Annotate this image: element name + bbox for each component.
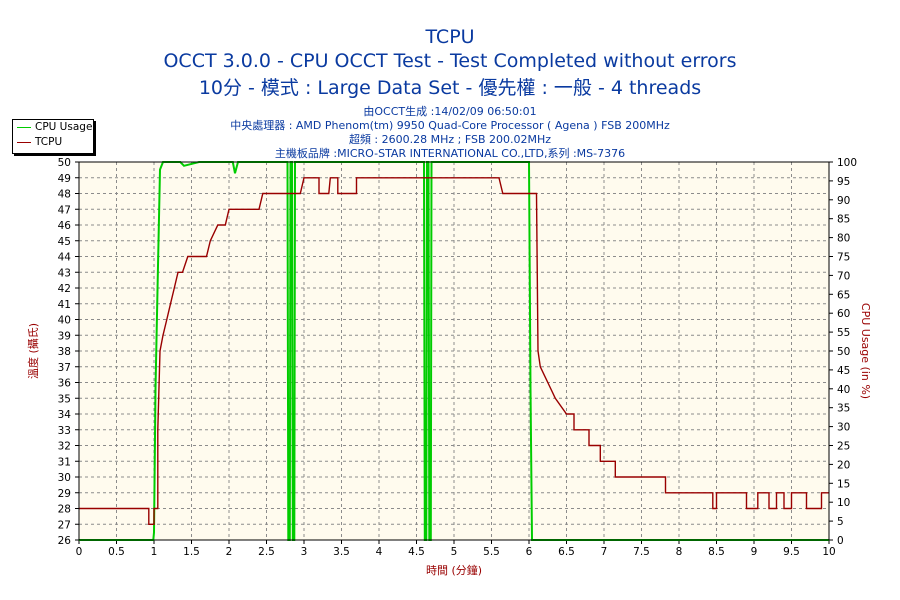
y-left-tick-label: 47 [58,204,71,216]
x-tick-label: 3.5 [333,546,350,558]
y-left-tick-label: 39 [58,330,71,342]
y-left-tick-label: 44 [58,252,72,264]
y-right-tick-label: 100 [837,157,857,169]
y-right-tick-label: 20 [837,459,850,471]
legend-label-tcpu: TCPU [35,136,63,148]
plot-border [78,161,830,541]
info-line-cpu: 中央處理器 : AMD Phenom(tm) 9950 Quad-Core Pr… [230,119,670,132]
y-right-tick-label: 60 [837,308,850,320]
info-line-generated: 由OCCT生成 :14/02/09 06:50:01 [363,105,537,118]
x-tick-label: 5 [451,546,458,558]
legend-item-cpu-usage: CPU Usage [13,120,93,135]
y-left-tick-label: 34 [58,409,72,421]
y-left-tick-label: 43 [58,267,71,279]
y-right-tick-label: 65 [837,289,850,301]
y-left-tick-label: 49 [58,173,71,185]
chart-subtitle: OCCT 3.0.0 - CPU OCCT Test - Test Comple… [163,50,737,72]
y-axis-label-right: CPU Usage (in %) [859,303,872,399]
x-tick-label: 7.5 [633,546,650,558]
x-tick-label: 10 [822,546,835,558]
x-tick-label: 7 [601,546,608,558]
y-left-tick-label: 35 [58,393,71,405]
x-tick-label: 2.5 [258,546,275,558]
x-tick-label: 1 [151,546,158,558]
y-left-tick-label: 29 [58,488,71,500]
y-right-tick-label: 95 [837,176,850,188]
y-right-tick-label: 55 [837,327,850,339]
x-axis-label: 時間 (分鐘) [426,563,482,577]
y-left-tick-label: 46 [58,220,72,232]
x-tick-label: 4 [376,546,383,558]
y-right-tick-label: 70 [837,270,850,282]
y-left-tick-label: 37 [58,362,71,374]
y-left-tick-label: 32 [58,441,71,453]
y-right-tick-label: 25 [837,441,850,453]
y-axis-label-left: 溫度 (攝氏) [26,323,40,379]
chart-title: TCPU [425,26,475,48]
info-line-motherboard: 主機板品牌 :MICRO-STAR INTERNATIONAL CO.,LTD,… [274,147,626,160]
y-right-tick-label: 45 [837,365,850,377]
x-tick-label: 1.5 [183,546,200,558]
y-left-tick-label: 26 [58,535,72,547]
legend: CPU Usage TCPU [12,119,94,154]
y-left-tick-label: 27 [58,519,71,531]
y-left-tick-label: 38 [58,346,71,358]
x-tick-label: 0 [76,546,83,558]
y-right-tick-label: 75 [837,252,850,264]
x-tick-label: 9 [751,546,758,558]
x-tick-label: 4.5 [408,546,425,558]
y-right-tick-label: 0 [837,535,844,547]
y-left-tick-label: 31 [58,456,71,468]
x-tick-label: 3 [301,546,308,558]
legend-swatch-cpu-usage [17,127,31,128]
y-left-tick-label: 42 [58,283,71,295]
y-right-tick-label: 10 [837,497,850,509]
x-tick-label: 8 [676,546,683,558]
y-right-tick-label: 15 [837,478,850,490]
x-tick-label: 8.5 [708,546,725,558]
info-line-clock: 超頻 : 2600.28 MHz ; FSB 200.02MHz [348,133,552,146]
y-left-tick-label: 48 [58,189,71,201]
x-tick-label: 9.5 [783,546,800,558]
x-tick-label: 6 [526,546,533,558]
y-left-tick-label: 28 [58,504,71,516]
x-tick-label: 0.5 [108,546,125,558]
y-right-tick-label: 50 [837,346,850,358]
series-line-tcpu [79,177,829,525]
y-right-tick-label: 40 [837,384,850,396]
y-right-tick-label: 35 [837,403,850,415]
y-left-tick-label: 40 [58,315,71,327]
y-left-tick-label: 30 [58,472,71,484]
y-left-tick-label: 45 [58,236,71,248]
legend-label-cpu-usage: CPU Usage [35,121,93,133]
legend-swatch-tcpu [17,142,31,143]
x-tick-label: 6.5 [558,546,575,558]
x-tick-label: 2 [226,546,233,558]
y-left-tick-label: 36 [58,378,72,390]
y-right-tick-label: 30 [837,422,850,434]
chart-subtitle-2: 10分 - 模式 : Large Data Set - 優先權 : 一般 - 4… [198,77,702,99]
y-right-tick-label: 85 [837,214,850,226]
y-right-tick-label: 80 [837,233,850,245]
y-right-tick-label: 90 [837,195,850,207]
x-tick-label: 5.5 [483,546,500,558]
y-left-tick-label: 33 [58,425,71,437]
y-left-tick-label: 50 [58,157,71,169]
y-left-tick-label: 41 [58,299,71,311]
legend-item-tcpu: TCPU [13,135,93,150]
y-right-tick-label: 5 [837,516,844,528]
